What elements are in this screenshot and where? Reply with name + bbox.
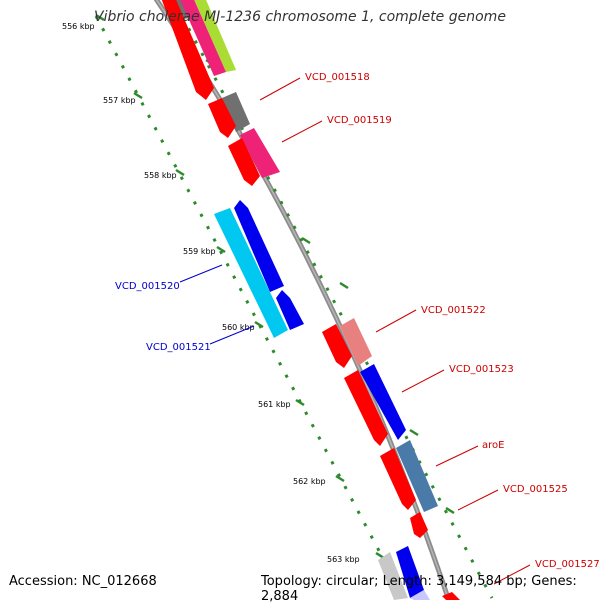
accession-text: Accession: NC_012668 xyxy=(9,574,157,589)
leader-line xyxy=(375,309,417,333)
gene-feature xyxy=(222,92,250,132)
gene-feature xyxy=(276,290,304,330)
forward-strand-features xyxy=(166,0,438,600)
gene-feature xyxy=(360,364,406,440)
tick-label: 557 kbp xyxy=(103,96,136,105)
leader-line xyxy=(435,445,479,467)
gene-feature xyxy=(208,98,236,138)
gene-feature xyxy=(180,0,226,76)
tick-label: 561 kbp xyxy=(258,400,291,409)
leader-line xyxy=(179,264,223,283)
tick-label: 563 kbp xyxy=(327,555,360,564)
tick-label: 562 kbp xyxy=(293,477,326,486)
gene-feature xyxy=(194,0,236,72)
reverse-strand-features xyxy=(161,0,460,600)
leader-line xyxy=(281,120,323,143)
gene-feature xyxy=(378,552,408,600)
tick-label: 558 kbp xyxy=(144,171,177,180)
gene-feature xyxy=(380,448,416,510)
gene-feature xyxy=(442,592,460,600)
gene-feature xyxy=(322,324,352,368)
gene-feature xyxy=(410,512,428,538)
leader-line xyxy=(209,325,255,345)
gene-label[interactable]: VCD_001519 xyxy=(327,115,392,126)
gene-feature xyxy=(396,546,424,598)
gene-feature xyxy=(234,200,284,292)
gene-label[interactable]: aroE xyxy=(482,440,504,451)
scale-guide-left xyxy=(94,15,406,599)
gene-feature xyxy=(340,318,372,366)
gene-label[interactable]: VCD_001522 xyxy=(421,305,486,316)
gene-feature xyxy=(214,208,288,338)
gene-feature xyxy=(396,440,438,512)
leader-line xyxy=(259,77,301,101)
gene-feature xyxy=(410,590,430,600)
gene-feature xyxy=(240,128,280,178)
gene-feature xyxy=(344,370,388,446)
tick-label: 560 kbp xyxy=(222,323,255,332)
gene-feature xyxy=(228,138,260,186)
gene-label[interactable]: VCD_001523 xyxy=(449,364,514,375)
gene-label[interactable]: VCD_001520 xyxy=(115,281,180,292)
leader-line xyxy=(457,489,499,511)
gene-label[interactable]: VCD_001518 xyxy=(305,72,370,83)
gene-feature xyxy=(161,0,214,100)
gene-label[interactable]: VCD_001525 xyxy=(503,484,568,495)
map-title: Vibrio cholerae MJ-1236 chromosome 1, co… xyxy=(94,9,506,25)
leader-line xyxy=(493,564,531,585)
tick-label: 556 kbp xyxy=(62,22,95,31)
leader-line xyxy=(401,369,445,393)
gene-label[interactable]: VCD_001527 xyxy=(535,559,600,570)
tick-label: 559 kbp xyxy=(183,247,216,256)
gene-label[interactable]: VCD_001521 xyxy=(146,342,211,353)
